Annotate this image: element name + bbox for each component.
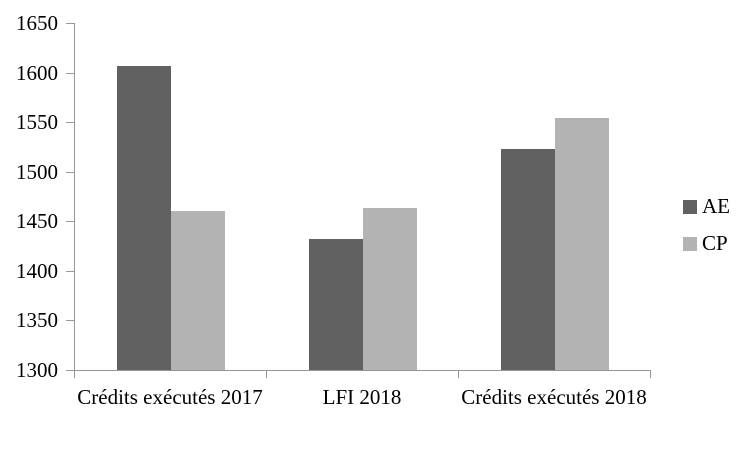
bar-cp-cat0 xyxy=(171,211,225,370)
legend-label: AE xyxy=(702,194,730,218)
y-tick-mark xyxy=(66,72,74,74)
x-tick-mark xyxy=(458,371,459,378)
y-tick-label: 1300 xyxy=(16,358,58,382)
y-tick-label: 1600 xyxy=(16,60,58,85)
x-category-label: Crédits exécutés 2018 xyxy=(461,385,647,409)
bar-cp-cat2 xyxy=(555,118,609,370)
y-tick-label: 1350 xyxy=(16,308,58,333)
y-tick-label: 1450 xyxy=(16,209,58,234)
legend-item-cp: CP xyxy=(683,233,730,254)
y-tick-mark xyxy=(66,23,74,24)
legend-swatch-icon xyxy=(683,199,697,214)
y-tick-label: 1400 xyxy=(16,258,58,283)
legend-label: CP xyxy=(702,231,728,255)
legend: AE CP xyxy=(683,196,730,270)
bar-ae-cat1 xyxy=(309,239,363,370)
bar-ae-cat0 xyxy=(117,66,171,370)
x-tick-mark xyxy=(74,371,75,378)
y-tick-mark xyxy=(66,171,74,173)
y-tick-mark xyxy=(66,270,74,272)
legend-swatch-icon xyxy=(683,236,697,251)
y-tick-label: 1500 xyxy=(16,159,58,184)
y-tick-mark xyxy=(66,320,74,322)
x-tick-mark xyxy=(266,371,267,378)
x-category-label: Crédits exécutés 2017 xyxy=(77,385,263,409)
y-tick-mark xyxy=(66,370,74,371)
legend-item-ae: AE xyxy=(683,196,730,217)
y-tick-mark xyxy=(66,221,74,223)
y-tick-mark xyxy=(66,122,74,124)
y-tick-label: 1550 xyxy=(16,110,58,135)
plot-area xyxy=(74,23,651,371)
y-tick-label: 1650 xyxy=(16,11,58,35)
bar-ae-cat2 xyxy=(501,149,555,370)
x-category-label: LFI 2018 xyxy=(322,385,402,409)
x-tick-mark xyxy=(650,371,651,378)
bar-cp-cat1 xyxy=(363,208,417,370)
